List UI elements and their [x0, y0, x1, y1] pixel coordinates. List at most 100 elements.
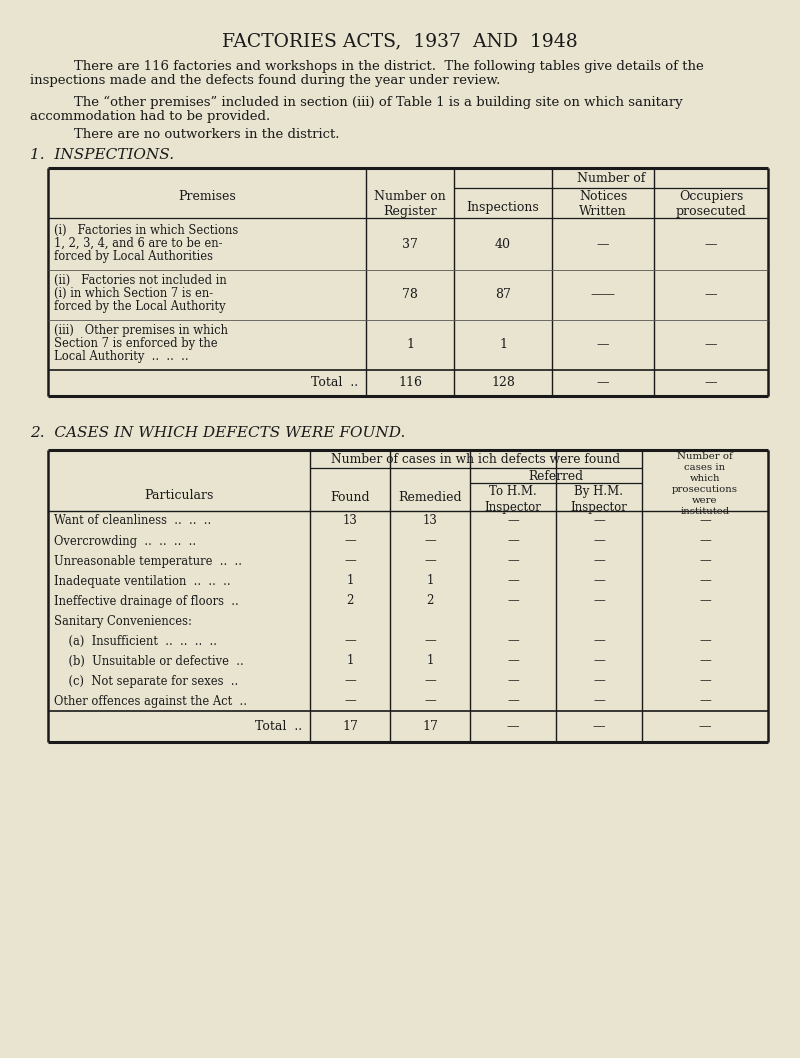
Text: To H.M.
Inspector: To H.M. Inspector	[485, 485, 542, 514]
Text: Number of
cases in
which
prosecutions
were
instituted: Number of cases in which prosecutions we…	[672, 452, 738, 516]
Text: (iii)   Other premises in which: (iii) Other premises in which	[54, 324, 228, 338]
Text: Number of: Number of	[577, 172, 645, 185]
Text: Referred: Referred	[529, 470, 583, 484]
Text: 78: 78	[402, 289, 418, 302]
Text: —: —	[593, 595, 605, 607]
Text: —: —	[424, 635, 436, 647]
Text: Inadequate ventilation  ..  ..  ..: Inadequate ventilation .. .. ..	[54, 574, 230, 587]
Text: —: —	[597, 238, 610, 252]
Text: Total  ..: Total ..	[311, 377, 358, 389]
Text: —: —	[705, 339, 718, 351]
Text: —: —	[593, 554, 605, 567]
Text: —: —	[507, 655, 519, 668]
Text: —: —	[699, 534, 711, 547]
Text: By H.M.
Inspector: By H.M. Inspector	[570, 485, 627, 514]
Text: There are no outworkers in the district.: There are no outworkers in the district.	[40, 128, 339, 141]
Text: Particulars: Particulars	[144, 489, 214, 501]
Text: —: —	[507, 635, 519, 647]
Text: —: —	[424, 675, 436, 688]
Text: 1: 1	[499, 339, 507, 351]
Text: forced by the Local Authority: forced by the Local Authority	[54, 300, 226, 313]
Text: Ineffective drainage of floors  ..: Ineffective drainage of floors ..	[54, 595, 238, 607]
Text: Inspections: Inspections	[466, 201, 539, 214]
Text: —: —	[698, 720, 711, 733]
Text: 1.  INSPECTIONS.: 1. INSPECTIONS.	[30, 148, 174, 162]
Text: —: —	[506, 720, 519, 733]
Text: 1, 2, 3, 4, and 6 are to be en-: 1, 2, 3, 4, and 6 are to be en-	[54, 237, 222, 250]
Text: —: —	[593, 675, 605, 688]
Text: —: —	[507, 595, 519, 607]
Text: —: —	[507, 574, 519, 587]
Text: —: —	[424, 534, 436, 547]
Text: Section 7 is enforced by the: Section 7 is enforced by the	[54, 338, 218, 350]
Text: —: —	[705, 238, 718, 252]
Text: 2: 2	[426, 595, 434, 607]
Text: —: —	[593, 694, 605, 708]
Text: —: —	[593, 574, 605, 587]
Text: (c)  Not separate for sexes  ..: (c) Not separate for sexes ..	[54, 675, 238, 688]
Text: Total  ..: Total ..	[255, 720, 302, 733]
Text: —: —	[593, 534, 605, 547]
Text: —: —	[507, 694, 519, 708]
Text: (i)   Factories in which Sections: (i) Factories in which Sections	[54, 224, 238, 237]
Text: Sanitary Conveniences:: Sanitary Conveniences:	[54, 615, 192, 627]
Text: —: —	[507, 675, 519, 688]
Text: (a)  Insufficient  ..  ..  ..  ..: (a) Insufficient .. .. .. ..	[54, 635, 217, 647]
Text: —: —	[699, 635, 711, 647]
Text: 116: 116	[398, 377, 422, 389]
Text: —: —	[597, 377, 610, 389]
Text: —: —	[344, 675, 356, 688]
Text: —: —	[424, 694, 436, 708]
Text: —: —	[699, 694, 711, 708]
Text: 37: 37	[402, 238, 418, 252]
Text: —: —	[424, 554, 436, 567]
Text: ——: ——	[590, 289, 615, 302]
Text: inspections made and the defects found during the year under review.: inspections made and the defects found d…	[30, 74, 500, 87]
Text: 17: 17	[342, 720, 358, 733]
Text: —: —	[507, 554, 519, 567]
Text: —: —	[344, 694, 356, 708]
Text: Local Authority  ..  ..  ..: Local Authority .. .. ..	[54, 350, 189, 363]
Text: —: —	[699, 514, 711, 528]
Text: —: —	[344, 534, 356, 547]
Text: Other offences against the Act  ..: Other offences against the Act ..	[54, 694, 247, 708]
Text: FACTORIES ACTS,  1937  AND  1948: FACTORIES ACTS, 1937 AND 1948	[222, 32, 578, 50]
Text: 13: 13	[342, 514, 358, 528]
Text: 1: 1	[346, 655, 354, 668]
Text: —: —	[699, 655, 711, 668]
Text: There are 116 factories and workshops in the district.  The following tables giv: There are 116 factories and workshops in…	[40, 60, 704, 73]
Text: forced by Local Authorities: forced by Local Authorities	[54, 250, 213, 263]
Text: 2.  CASES IN WHICH DEFECTS WERE FOUND.: 2. CASES IN WHICH DEFECTS WERE FOUND.	[30, 426, 406, 440]
Text: —: —	[593, 635, 605, 647]
Text: —: —	[699, 574, 711, 587]
Text: —: —	[507, 534, 519, 547]
Text: Unreasonable temperature  ..  ..: Unreasonable temperature .. ..	[54, 554, 242, 567]
Text: —: —	[507, 514, 519, 528]
Text: 2: 2	[346, 595, 354, 607]
Text: Number on
Register: Number on Register	[374, 190, 446, 218]
Text: Found: Found	[330, 491, 370, 504]
Text: 128: 128	[491, 377, 515, 389]
Text: —: —	[344, 635, 356, 647]
Text: 1: 1	[426, 655, 434, 668]
Text: —: —	[705, 289, 718, 302]
Text: —: —	[699, 595, 711, 607]
Text: Occupiers
prosecuted: Occupiers prosecuted	[675, 190, 746, 218]
Text: accommodation had to be provided.: accommodation had to be provided.	[30, 110, 270, 123]
Text: —: —	[593, 720, 606, 733]
Text: 1: 1	[346, 574, 354, 587]
Text: Notices
Written: Notices Written	[579, 190, 627, 218]
Text: —: —	[699, 554, 711, 567]
Text: 17: 17	[422, 720, 438, 733]
Text: —: —	[699, 675, 711, 688]
Text: —: —	[593, 514, 605, 528]
Text: (i) in which Section 7 is en-: (i) in which Section 7 is en-	[54, 287, 213, 300]
Text: Premises: Premises	[178, 190, 236, 203]
Text: —: —	[344, 554, 356, 567]
Text: 13: 13	[422, 514, 438, 528]
Text: Want of cleanliness  ..  ..  ..: Want of cleanliness .. .. ..	[54, 514, 211, 528]
Text: 87: 87	[495, 289, 511, 302]
Text: —: —	[705, 377, 718, 389]
Text: 40: 40	[495, 238, 511, 252]
Text: —: —	[593, 655, 605, 668]
